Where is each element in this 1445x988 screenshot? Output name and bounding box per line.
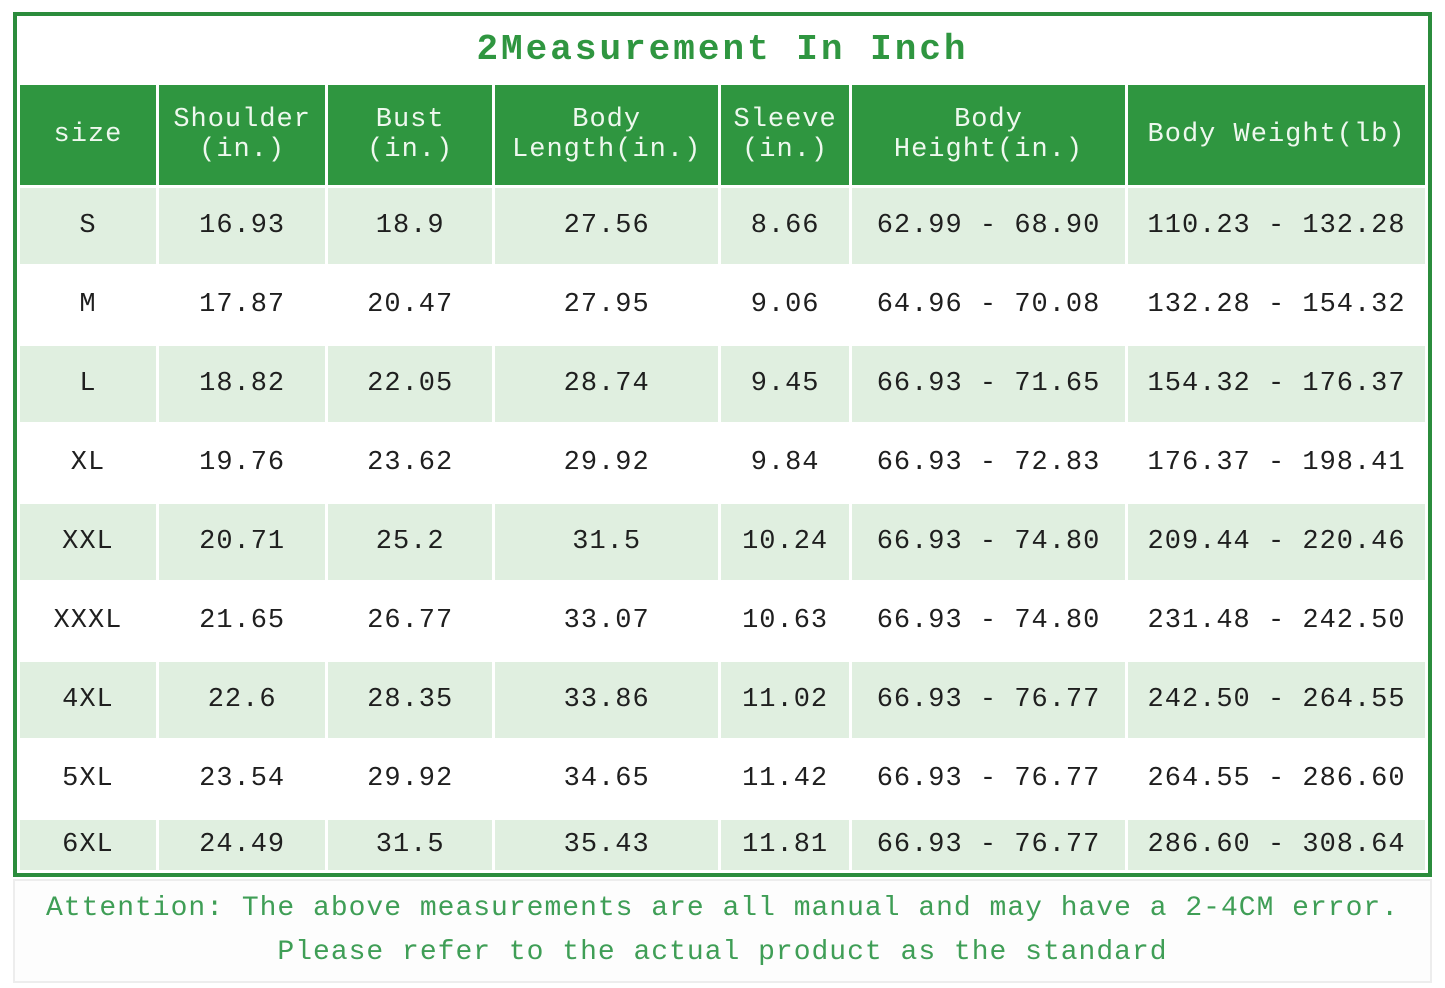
table-cell: 66.93 - 76.77 <box>851 662 1126 738</box>
table-row-l: L 18.82 22.05 28.74 9.45 66.93 - 71.65 1… <box>20 346 1425 422</box>
table-cell: 29.92 <box>495 425 719 501</box>
table-cell: L <box>20 346 156 422</box>
table-cell: 27.95 <box>495 267 719 343</box>
column-header-body-length: Body Length(in.) <box>495 85 719 185</box>
table-cell: 33.07 <box>495 583 719 659</box>
table-cell: 28.74 <box>495 346 719 422</box>
attention-note: Attention: The above measurements are al… <box>13 879 1432 983</box>
table-cell: 18.82 <box>158 346 326 422</box>
table-cell: 231.48 - 242.50 <box>1128 583 1425 659</box>
table-cell: 31.5 <box>495 504 719 580</box>
table-cell: 10.24 <box>721 504 849 580</box>
table-cell: 66.93 - 76.77 <box>851 741 1126 817</box>
table-cell: 9.84 <box>721 425 849 501</box>
table-cell: S <box>20 188 156 264</box>
table-cell: 17.87 <box>158 267 326 343</box>
table-cell: 28.35 <box>328 662 493 738</box>
table-cell: 66.93 - 76.77 <box>851 820 1126 870</box>
table-row-s: S 16.93 18.9 27.56 8.66 62.99 - 68.90 11… <box>20 188 1425 264</box>
table-cell: 66.93 - 72.83 <box>851 425 1126 501</box>
table-cell: 20.47 <box>328 267 493 343</box>
column-header-shoulder: Shoulder (in.) <box>158 85 326 185</box>
table-cell: 26.77 <box>328 583 493 659</box>
table-cell: 9.06 <box>721 267 849 343</box>
page-title: 2Measurement In Inch <box>476 28 969 70</box>
table-cell: 264.55 - 286.60 <box>1128 741 1425 817</box>
table-row-xxl: XXL 20.71 25.2 31.5 10.24 66.93 - 74.80 … <box>20 504 1425 580</box>
table-cell: 18.9 <box>328 188 493 264</box>
table-cell: 11.02 <box>721 662 849 738</box>
table-cell: 4XL <box>20 662 156 738</box>
table-cell: 31.5 <box>328 820 493 870</box>
header-row: size Shoulder (in.) Bust (in.) Body Leng… <box>20 85 1425 185</box>
table-cell: 34.65 <box>495 741 719 817</box>
table-cell: 132.28 - 154.32 <box>1128 267 1425 343</box>
table-cell: 16.93 <box>158 188 326 264</box>
table-row-xl: XL 19.76 23.62 29.92 9.84 66.93 - 72.83 … <box>20 425 1425 501</box>
table-cell: 176.37 - 198.41 <box>1128 425 1425 501</box>
table-cell: 11.81 <box>721 820 849 870</box>
table-cell: 27.56 <box>495 188 719 264</box>
column-header-bust: Bust (in.) <box>328 85 493 185</box>
table-cell: 25.2 <box>328 504 493 580</box>
table-cell: XXL <box>20 504 156 580</box>
table-row-4xl: 4XL 22.6 28.35 33.86 11.02 66.93 - 76.77… <box>20 662 1425 738</box>
attention-line-2: Please refer to the actual product as th… <box>277 937 1168 968</box>
table-cell: 24.49 <box>158 820 326 870</box>
table-cell: 19.76 <box>158 425 326 501</box>
table-row-xxxl: XXXL 21.65 26.77 33.07 10.63 66.93 - 74.… <box>20 583 1425 659</box>
column-header-body-weight: Body Weight(lb) <box>1128 85 1425 185</box>
table-cell: 11.42 <box>721 741 849 817</box>
table-row-5xl: 5XL 23.54 29.92 34.65 11.42 66.93 - 76.7… <box>20 741 1425 817</box>
column-header-body-height: Body Height(in.) <box>851 85 1126 185</box>
table-cell: M <box>20 267 156 343</box>
table-cell: 286.60 - 308.64 <box>1128 820 1425 870</box>
table-cell: 66.93 - 74.80 <box>851 504 1126 580</box>
table-cell: XL <box>20 425 156 501</box>
table-cell: 242.50 - 264.55 <box>1128 662 1425 738</box>
table-body: S 16.93 18.9 27.56 8.66 62.99 - 68.90 11… <box>20 188 1425 870</box>
column-header-sleeve: Sleeve (in.) <box>721 85 849 185</box>
table-cell: 5XL <box>20 741 156 817</box>
table-cell: 8.66 <box>721 188 849 264</box>
table-cell: XXXL <box>20 583 156 659</box>
table-cell: 6XL <box>20 820 156 870</box>
table-cell: 29.92 <box>328 741 493 817</box>
table-cell: 66.93 - 74.80 <box>851 583 1126 659</box>
table-cell: 10.63 <box>721 583 849 659</box>
table-cell: 209.44 - 220.46 <box>1128 504 1425 580</box>
table-cell: 62.99 - 68.90 <box>851 188 1126 264</box>
table-cell: 35.43 <box>495 820 719 870</box>
table-cell: 20.71 <box>158 504 326 580</box>
table-cell: 33.86 <box>495 662 719 738</box>
table-cell: 23.62 <box>328 425 493 501</box>
table-cell: 22.6 <box>158 662 326 738</box>
table-cell: 9.45 <box>721 346 849 422</box>
table-cell: 154.32 - 176.37 <box>1128 346 1425 422</box>
size-chart-table: size Shoulder (in.) Bust (in.) Body Leng… <box>17 82 1428 873</box>
table-cell: 23.54 <box>158 741 326 817</box>
table-cell: 110.23 - 132.28 <box>1128 188 1425 264</box>
table-cell: 66.93 - 71.65 <box>851 346 1126 422</box>
attention-line-1: Attention: The above measurements are al… <box>45 893 1399 924</box>
size-chart-box: 2Measurement In Inch size Shoulder (in.)… <box>13 12 1432 877</box>
table-cell: 21.65 <box>158 583 326 659</box>
table-row-6xl: 6XL 24.49 31.5 35.43 11.81 66.93 - 76.77… <box>20 820 1425 870</box>
table-cell: 22.05 <box>328 346 493 422</box>
table-cell: 64.96 - 70.08 <box>851 267 1126 343</box>
table-row-m: M 17.87 20.47 27.95 9.06 64.96 - 70.08 1… <box>20 267 1425 343</box>
column-header-size: size <box>20 85 156 185</box>
